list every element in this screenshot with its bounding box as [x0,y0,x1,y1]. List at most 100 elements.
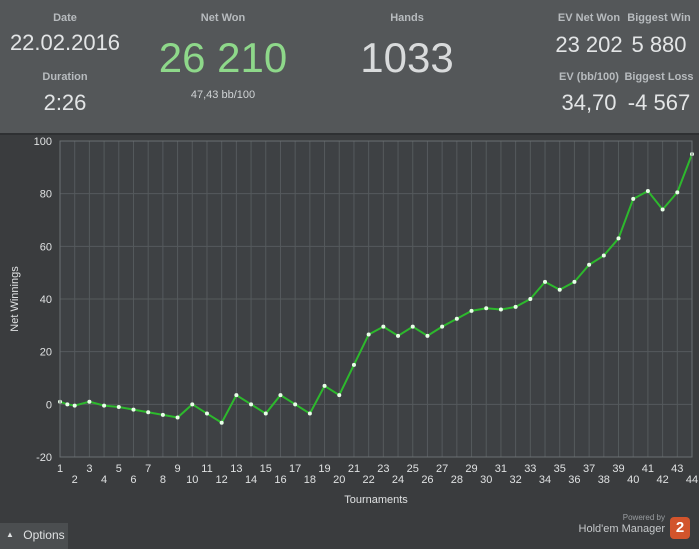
biggest-win-label: Biggest Win [627,12,691,24]
x-tick-label: 22 [363,474,375,486]
data-point [631,196,636,201]
data-point [498,307,503,312]
duration-label: Duration [42,71,88,83]
x-tick-label: 1 [57,463,63,475]
x-tick-label: 21 [348,463,360,475]
x-tick-label: 31 [495,463,507,475]
net-won-bb-value: 47,43 bb/100 [190,89,256,101]
x-tick-label: 29 [465,463,477,475]
x-tick-label: 33 [524,463,536,475]
powered-by-block: Powered by Hold'em Manager [579,513,665,535]
y-tick-label: 40 [40,294,52,306]
x-tick-label: 18 [304,474,316,486]
x-tick-label: 30 [480,474,492,486]
data-point [263,411,268,416]
x-tick-label: 43 [671,463,683,475]
data-point [146,410,151,415]
data-point [410,324,415,329]
x-tick-label: 17 [289,463,301,475]
data-point [87,399,92,404]
x-tick-label: 12 [216,474,228,486]
data-point [293,402,298,407]
x-tick-label: 3 [86,463,92,475]
data-point [484,306,489,311]
x-tick-label: 9 [175,463,181,475]
data-point [469,308,474,313]
x-tick-label: 24 [392,474,404,486]
data-point [454,316,459,321]
data-point [543,279,548,284]
x-tick-label: 38 [598,474,610,486]
x-tick-label: 41 [642,463,654,475]
data-point [572,279,577,284]
data-point [601,253,606,258]
data-point [234,393,239,398]
plot-border [59,140,693,458]
date-value: 22.02.2016 [9,30,121,55]
data-point [528,297,533,301]
data-point [190,402,195,407]
net-won-label: Net Won [200,12,246,24]
data-point [396,333,401,338]
x-tick-label: 15 [260,463,272,475]
data-point [322,383,327,388]
x-tick-label: 32 [510,474,522,486]
ev-bb-value: 34,70 [561,90,617,115]
hands-label: Hands [390,12,424,24]
x-tick-label: 20 [333,474,345,486]
x-tick-label: 44 [686,474,698,486]
x-axis-title: Tournaments [344,494,408,506]
brand-name: Hold'em Manager [578,523,665,535]
y-tick-label: 100 [34,136,52,148]
data-point [204,411,209,416]
y-tick-label: 60 [40,241,52,253]
y-tick-label: -20 [36,452,52,464]
x-tick-label: 23 [377,463,389,475]
x-tick-label: 7 [145,463,151,475]
powered-by-label: Powered by [622,513,665,522]
x-tick-label: 13 [230,463,242,475]
ev-net-won-label: EV Net Won [557,12,621,24]
data-point [116,404,121,409]
x-tick-label: 28 [451,474,463,486]
biggest-win-value: 5 880 [631,32,687,57]
x-tick-label: 11 [201,463,212,475]
x-tick-label: 2 [72,474,78,486]
x-tick-label: 34 [539,474,551,486]
x-tick-label: 14 [245,474,257,486]
x-tick-label: 27 [436,463,448,475]
data-point [675,190,680,195]
data-point [249,402,254,407]
duration-value: 2:26 [43,90,87,115]
y-tick-label: 20 [40,347,52,359]
data-point [72,403,77,408]
x-tick-label: 19 [318,463,330,475]
stats-header: Date 22.02.2016 Duration 2:26 Net Won 26… [0,0,699,135]
biggest-loss-label: Biggest Loss [624,71,694,83]
data-point [175,415,180,420]
data-point [557,287,562,292]
x-tick-label: 42 [656,474,668,486]
data-point [440,324,445,329]
data-point [351,362,356,367]
x-tick-label: 40 [627,474,639,486]
x-tick-label: 26 [421,474,433,486]
data-point [65,402,70,407]
x-tick-label: 6 [130,474,136,486]
data-point [102,403,107,408]
data-point [381,324,386,329]
x-tick-label: 5 [116,463,122,475]
data-point [645,189,650,194]
data-point [587,262,592,267]
data-point [307,411,312,416]
x-tick-label: 37 [583,463,595,475]
data-point [425,333,430,338]
biggest-loss-value: -4 567 [627,90,691,115]
x-tick-label: 35 [554,463,566,475]
data-point [616,236,621,241]
data-point [131,407,136,412]
x-tick-label: 10 [186,474,198,486]
date-label: Date [53,12,77,24]
options-button[interactable]: ▲ Options [0,523,68,549]
y-axis-title: Net Winnings [9,266,21,332]
